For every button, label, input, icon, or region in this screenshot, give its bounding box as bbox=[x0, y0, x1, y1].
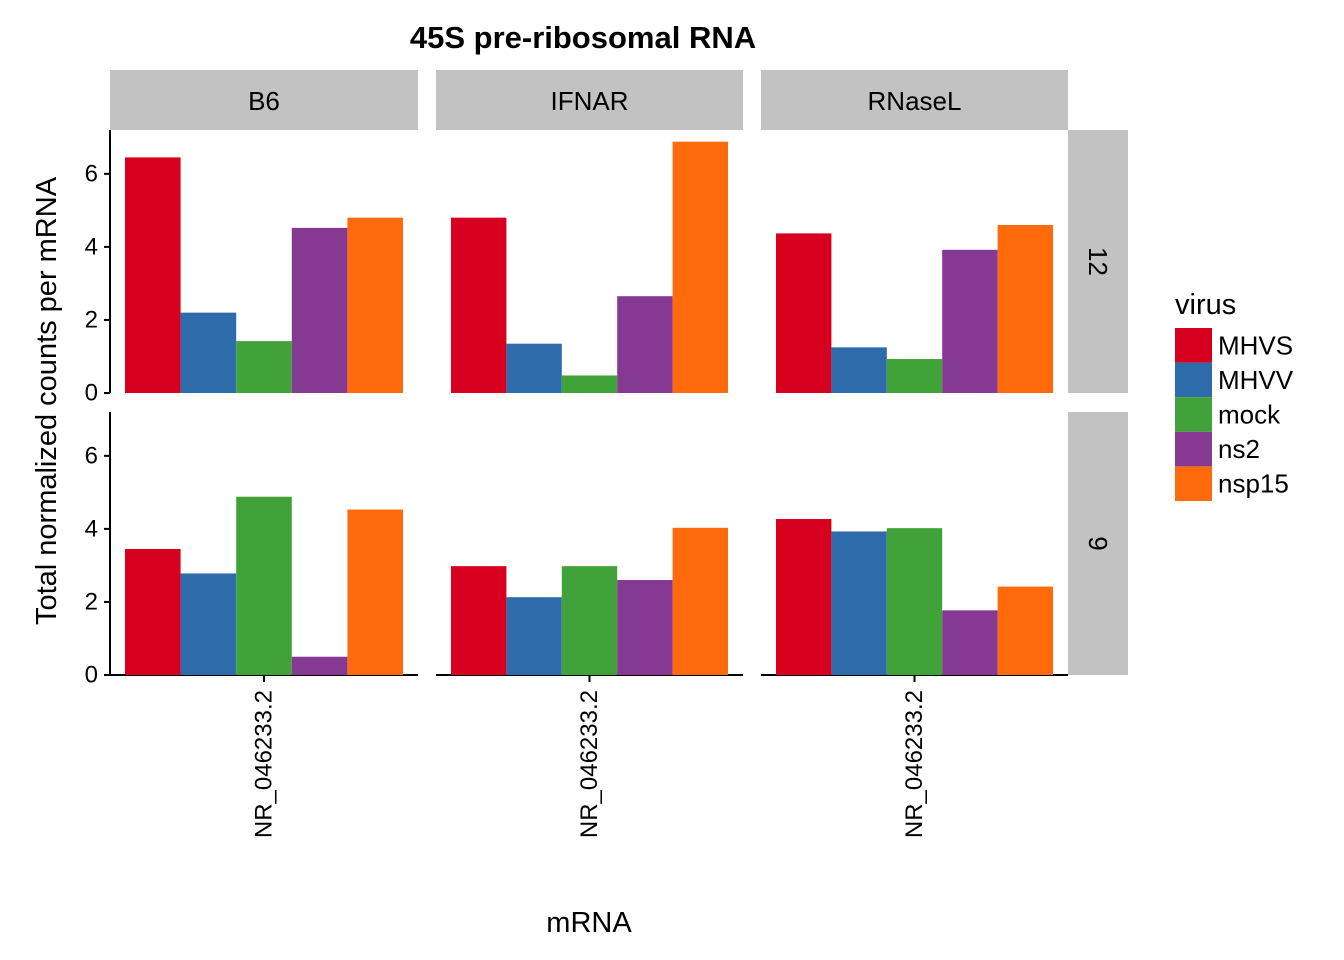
bar-9-b6-nsp15 bbox=[347, 509, 403, 675]
y-tick-label: 6 bbox=[85, 160, 98, 187]
bar-12-b6-ns2 bbox=[291, 227, 348, 393]
y-axis-title: Total normalized counts per mRNA bbox=[31, 176, 63, 625]
legend-swatch-mhvs bbox=[1175, 328, 1212, 363]
y-tick-label: 2 bbox=[85, 588, 98, 615]
bar-9-ifnar-mhvv bbox=[506, 597, 562, 675]
legend-swatch-nsp15 bbox=[1175, 466, 1212, 501]
bar-9-rnasel-nsp15 bbox=[997, 586, 1053, 675]
y-tick-label: 0 bbox=[85, 662, 98, 689]
bar-12-rnasel-mhvv bbox=[831, 347, 887, 393]
bar-12-ifnar-nsp15 bbox=[672, 141, 728, 393]
bar-9-ifnar-ns2 bbox=[617, 580, 673, 675]
y-tick-label: 4 bbox=[85, 515, 98, 542]
bar-9-ifnar-nsp15 bbox=[672, 527, 728, 675]
legend: virus MHVS MHVV mock ns2 nsp15 bbox=[1175, 289, 1294, 501]
bar-9-b6-mock bbox=[236, 496, 292, 675]
legend-label-ns2: ns2 bbox=[1218, 434, 1260, 464]
bar-12-rnasel-mhvs bbox=[776, 233, 832, 393]
row-strip-12 bbox=[1068, 130, 1128, 393]
bar-12-b6-nsp15 bbox=[347, 217, 403, 393]
facet-strip-b6 bbox=[110, 70, 418, 130]
bar-12-b6-mock bbox=[236, 341, 292, 393]
chart-title: 45S pre-ribosomal RNA bbox=[410, 20, 756, 55]
bar-12-ifnar-mhvs bbox=[451, 217, 507, 393]
legend-label-mhvv: MHVV bbox=[1218, 365, 1294, 395]
y-tick-label: 0 bbox=[85, 380, 98, 407]
facet-label-ifnar: IFNAR bbox=[551, 86, 629, 116]
bar-12-ifnar-ns2 bbox=[617, 296, 673, 393]
plot-area: B6 IFNAR RNaseL 12 9 0 2 4 6 0 2 4 6 NR_046233.2 NR_04… bbox=[85, 70, 1128, 838]
legend-swatch-mhvv bbox=[1175, 362, 1212, 398]
bar-9-b6-mhvs bbox=[125, 548, 181, 675]
legend-label-mhvs: MHVS bbox=[1218, 330, 1293, 360]
row-label-9: 9 bbox=[1083, 536, 1113, 550]
bar-12-rnasel-mock bbox=[886, 359, 943, 393]
bar-9-b6-ns2 bbox=[291, 656, 348, 675]
bar-9-b6-mhvv bbox=[180, 573, 237, 675]
x-axis-title: mRNA bbox=[546, 907, 632, 939]
bar-12-b6-mhvv bbox=[180, 312, 237, 393]
bar-9-rnasel-ns2 bbox=[942, 610, 998, 675]
bar-9-ifnar-mhvs bbox=[451, 566, 507, 675]
row-strip-9 bbox=[1068, 412, 1128, 675]
legend-label-nsp15: nsp15 bbox=[1218, 469, 1289, 499]
x-tick-label: NR_046233.2 bbox=[251, 690, 278, 838]
y-tick-label: 4 bbox=[85, 233, 98, 260]
legend-swatch-ns2 bbox=[1175, 431, 1212, 467]
facet-label-rnasel: RNaseL bbox=[868, 86, 962, 116]
facet-strip-ifnar bbox=[436, 70, 743, 130]
bar-9-rnasel-mock bbox=[886, 528, 943, 675]
bar-9-rnasel-mhvv bbox=[831, 531, 887, 675]
facet-strip-rnasel bbox=[761, 70, 1068, 130]
y-tick-label: 2 bbox=[85, 306, 98, 333]
bar-9-ifnar-mock bbox=[561, 566, 618, 675]
x-tick-label: NR_046233.2 bbox=[901, 690, 928, 838]
legend-label-mock: mock bbox=[1218, 400, 1281, 430]
bar-9-rnasel-mhvs bbox=[776, 519, 832, 675]
y-tick-label: 6 bbox=[85, 442, 98, 469]
x-tick-label: NR_046233.2 bbox=[576, 690, 603, 838]
facet-label-b6: B6 bbox=[248, 86, 280, 116]
bar-12-b6-mhvs bbox=[125, 157, 181, 393]
bar-12-ifnar-mock bbox=[561, 375, 618, 393]
legend-swatch-mock bbox=[1175, 397, 1212, 432]
legend-title: virus bbox=[1175, 289, 1236, 321]
row-label-12: 12 bbox=[1083, 247, 1113, 276]
bar-12-ifnar-mhvv bbox=[506, 343, 562, 393]
bar-12-rnasel-nsp15 bbox=[997, 224, 1053, 393]
bar-12-rnasel-ns2 bbox=[942, 249, 998, 393]
